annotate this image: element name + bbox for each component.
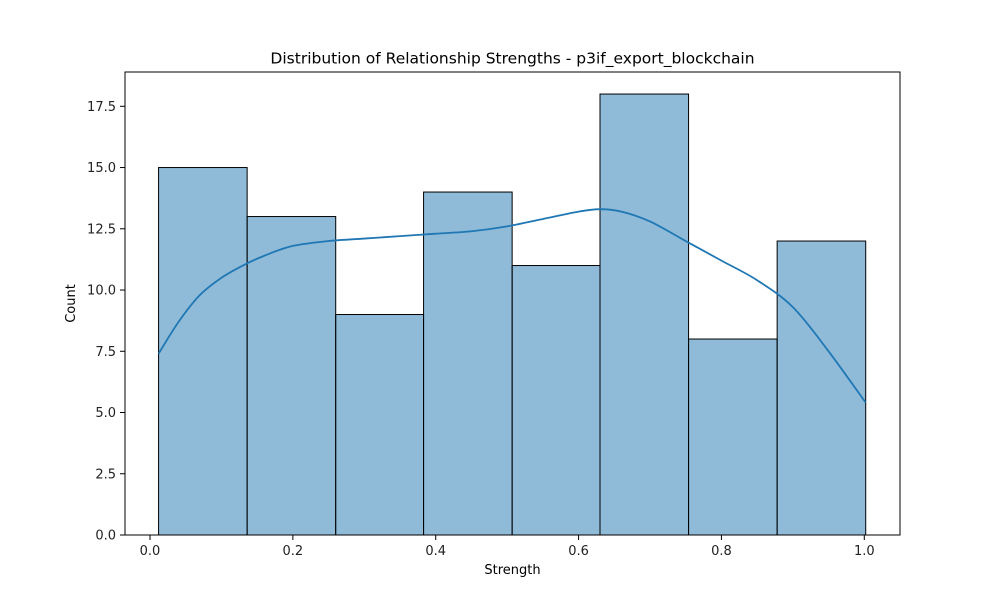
histogram-bar-1: [158, 167, 248, 536]
histogram-bar-4: [423, 191, 513, 536]
y-tick-label: 0.0: [95, 529, 116, 544]
y-axis-ticks: 0.0 2.5 5.0 7.5 10.0 12.5 15.0 17.5: [87, 100, 125, 544]
x-tick-label: 0.2: [283, 544, 304, 559]
x-axis-label: Strength: [484, 563, 540, 578]
y-tick-label: 2.5: [95, 467, 116, 482]
histogram-bar-6: [599, 93, 690, 536]
y-axis-label: Count: [64, 284, 79, 323]
chart-title: Distribution of Relationship Strengths -…: [270, 50, 754, 69]
x-tick-label: 0.4: [425, 544, 446, 559]
histogram-bar-7: [688, 338, 778, 536]
histogram-bar-2: [246, 216, 337, 536]
y-tick-label: 12.5: [87, 222, 116, 237]
histogram-bar-8: [776, 240, 867, 536]
x-tick-label: 0.6: [568, 544, 589, 559]
x-axis-ticks: 0.0 0.2 0.4 0.6 0.8 1.0: [140, 535, 875, 559]
histogram-bar-5: [511, 265, 601, 536]
y-tick-label: 17.5: [87, 100, 116, 115]
y-tick-label: 7.5: [95, 345, 116, 360]
y-tick-label: 5.0: [95, 406, 116, 421]
x-tick-label: 1.0: [854, 544, 875, 559]
histogram-bar-3: [335, 314, 425, 536]
x-tick-label: 0.0: [140, 544, 161, 559]
bars-group: [158, 93, 867, 536]
y-tick-label: 10.0: [87, 284, 116, 299]
plot-frame: [124, 71, 901, 536]
x-tick-label: 0.8: [711, 544, 732, 559]
y-tick-label: 15.0: [87, 161, 116, 176]
kde-line: [157, 208, 867, 404]
